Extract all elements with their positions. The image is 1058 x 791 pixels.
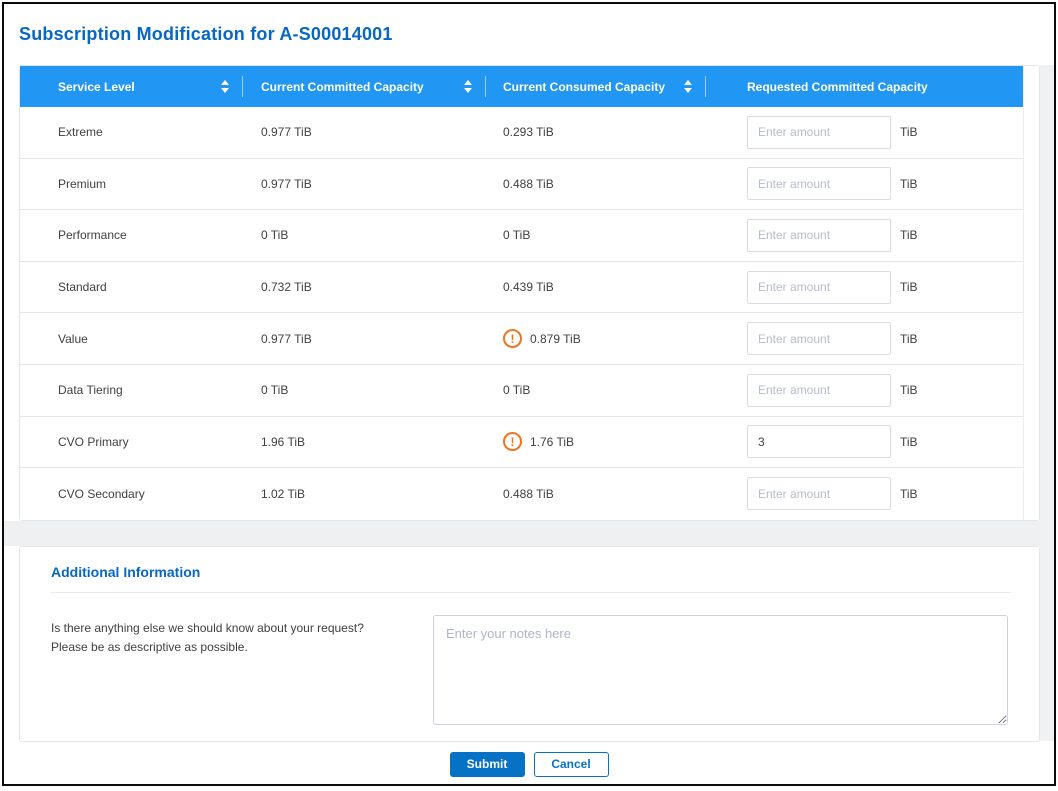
requested-capacity-cell: TiB xyxy=(706,159,1023,210)
requested-capacity-cell: TiB xyxy=(706,468,1023,520)
current-committed-cell: 0 TiB xyxy=(261,383,289,398)
cancel-button[interactable]: Cancel xyxy=(533,751,609,777)
requested-capacity-cell: TiB xyxy=(706,262,1023,313)
current-committed-cell: 1.96 TiB xyxy=(261,434,306,449)
notes-question: Is there anything else we should know ab… xyxy=(51,615,433,725)
column-header-label: Requested Committed Capacity xyxy=(747,79,928,94)
right-gutter xyxy=(1040,65,1054,741)
column-header-label: Current Consumed Capacity xyxy=(503,79,666,94)
service-level-cell: CVO Primary xyxy=(58,434,129,449)
column-header-label: Service Level xyxy=(58,79,135,94)
current-committed-cell: 0.732 TiB xyxy=(261,280,312,295)
unit-label: TiB xyxy=(900,228,918,243)
current-committed-cell: 1.02 TiB xyxy=(261,486,306,501)
unit-label: TiB xyxy=(900,176,918,191)
current-consumed-cell: ! 1.76 TiB xyxy=(486,417,706,468)
warning-icon: ! xyxy=(503,329,522,349)
consumed-value: 0.879 TiB xyxy=(530,331,581,346)
requested-amount-input[interactable] xyxy=(747,115,891,149)
requested-amount-input[interactable] xyxy=(747,425,891,459)
table-row: Extreme 0.977 TiB ! 0.293 TiB TiB xyxy=(20,107,1023,159)
consumed-value: 0 TiB xyxy=(503,383,531,398)
table-row: Value 0.977 TiB ! 0.879 TiB TiB xyxy=(20,313,1023,365)
page-title: Subscription Modification for A-S0001400… xyxy=(19,24,393,44)
column-header-service-level[interactable]: Service Level xyxy=(20,66,243,107)
consumed-value: 1.76 TiB xyxy=(530,434,575,449)
consumed-value: 0.488 TiB xyxy=(503,176,554,191)
current-consumed-cell: ! 0.439 TiB xyxy=(486,262,706,313)
table-body: Extreme 0.977 TiB ! 0.293 TiB TiB Premiu… xyxy=(20,107,1023,520)
notes-question-line2: Please be as descriptive as possible. xyxy=(51,639,248,654)
column-header-requested-committed: Requested Committed Capacity xyxy=(706,66,1023,107)
current-consumed-cell: ! 0 TiB xyxy=(486,210,706,261)
consumed-value: 0.488 TiB xyxy=(503,486,554,501)
service-level-cell: Extreme xyxy=(58,125,103,140)
requested-amount-input[interactable] xyxy=(747,167,891,201)
unit-label: TiB xyxy=(900,331,918,346)
current-consumed-cell: ! 0.293 TiB xyxy=(486,107,706,158)
submit-button[interactable]: Submit xyxy=(449,751,525,777)
requested-amount-input[interactable] xyxy=(747,373,891,407)
requested-amount-input[interactable] xyxy=(747,477,891,511)
current-consumed-cell: ! 0.879 TiB xyxy=(486,313,706,364)
current-committed-cell: 0.977 TiB xyxy=(261,331,312,346)
table-row: Standard 0.732 TiB ! 0.439 TiB TiB xyxy=(20,261,1023,314)
current-consumed-cell: ! 0.488 TiB xyxy=(486,468,706,520)
requested-capacity-cell: TiB xyxy=(706,365,1023,416)
column-header-current-committed[interactable]: Current Committed Capacity xyxy=(243,66,486,107)
sort-icon[interactable] xyxy=(684,80,692,93)
requested-amount-input[interactable] xyxy=(747,218,891,252)
notes-textarea[interactable] xyxy=(432,614,1008,725)
title-bar: Subscription Modification for A-S0001400… xyxy=(4,4,1054,65)
service-level-cell: Performance xyxy=(58,228,127,243)
requested-capacity-cell: TiB xyxy=(706,417,1023,468)
unit-label: TiB xyxy=(900,280,918,295)
unit-label: TiB xyxy=(900,434,918,449)
table-row: Performance 0 TiB ! 0 TiB TiB xyxy=(20,210,1023,262)
requested-amount-input[interactable] xyxy=(747,322,891,356)
service-level-cell: Standard xyxy=(58,280,107,295)
unit-label: TiB xyxy=(900,383,918,398)
requested-capacity-cell: TiB xyxy=(706,107,1023,158)
warning-icon: ! xyxy=(503,432,522,452)
table-row: Premium 0.977 TiB ! 0.488 TiB TiB xyxy=(20,158,1023,211)
table-row: Data Tiering 0 TiB ! 0 TiB TiB xyxy=(20,364,1023,417)
unit-label: TiB xyxy=(900,125,918,140)
requested-amount-input[interactable] xyxy=(747,270,891,304)
section-separator xyxy=(4,520,1054,546)
action-bar: Submit Cancel xyxy=(4,741,1054,784)
service-level-cell: CVO Secondary xyxy=(58,486,145,501)
notes-question-line1: Is there anything else we should know ab… xyxy=(51,620,364,635)
service-level-cell: Data Tiering xyxy=(58,383,123,398)
consumed-value: 0 TiB xyxy=(503,228,531,243)
column-header-label: Current Committed Capacity xyxy=(261,79,424,94)
additional-information-card: Additional Information Is there anything… xyxy=(19,545,1040,742)
subscription-table: Service Level Current Committed Capacity… xyxy=(20,66,1024,520)
service-level-cell: Value xyxy=(58,331,88,346)
consumed-value: 0.293 TiB xyxy=(503,125,554,140)
table-header-row: Service Level Current Committed Capacity… xyxy=(20,66,1023,107)
column-header-current-consumed[interactable]: Current Consumed Capacity xyxy=(486,66,706,107)
consumed-value: 0.439 TiB xyxy=(503,280,554,295)
requested-capacity-cell: TiB xyxy=(706,313,1023,364)
current-committed-cell: 0 TiB xyxy=(261,228,289,243)
additional-information-title: Additional Information xyxy=(51,563,201,580)
table-row: CVO Secondary 1.02 TiB ! 0.488 TiB TiB xyxy=(20,468,1023,520)
unit-label: TiB xyxy=(900,486,918,501)
sort-icon[interactable] xyxy=(464,80,472,93)
current-committed-cell: 0.977 TiB xyxy=(261,125,312,140)
current-consumed-cell: ! 0 TiB xyxy=(486,365,706,416)
current-consumed-cell: ! 0.488 TiB xyxy=(486,159,706,210)
current-committed-cell: 0.977 TiB xyxy=(261,176,312,191)
table-row: CVO Primary 1.96 TiB ! 1.76 TiB TiB xyxy=(20,416,1023,469)
section-divider xyxy=(51,591,1011,593)
sort-icon[interactable] xyxy=(221,80,229,93)
subscription-table-card: Service Level Current Committed Capacity… xyxy=(19,65,1040,521)
service-level-cell: Premium xyxy=(58,176,107,191)
requested-capacity-cell: TiB xyxy=(706,210,1023,261)
